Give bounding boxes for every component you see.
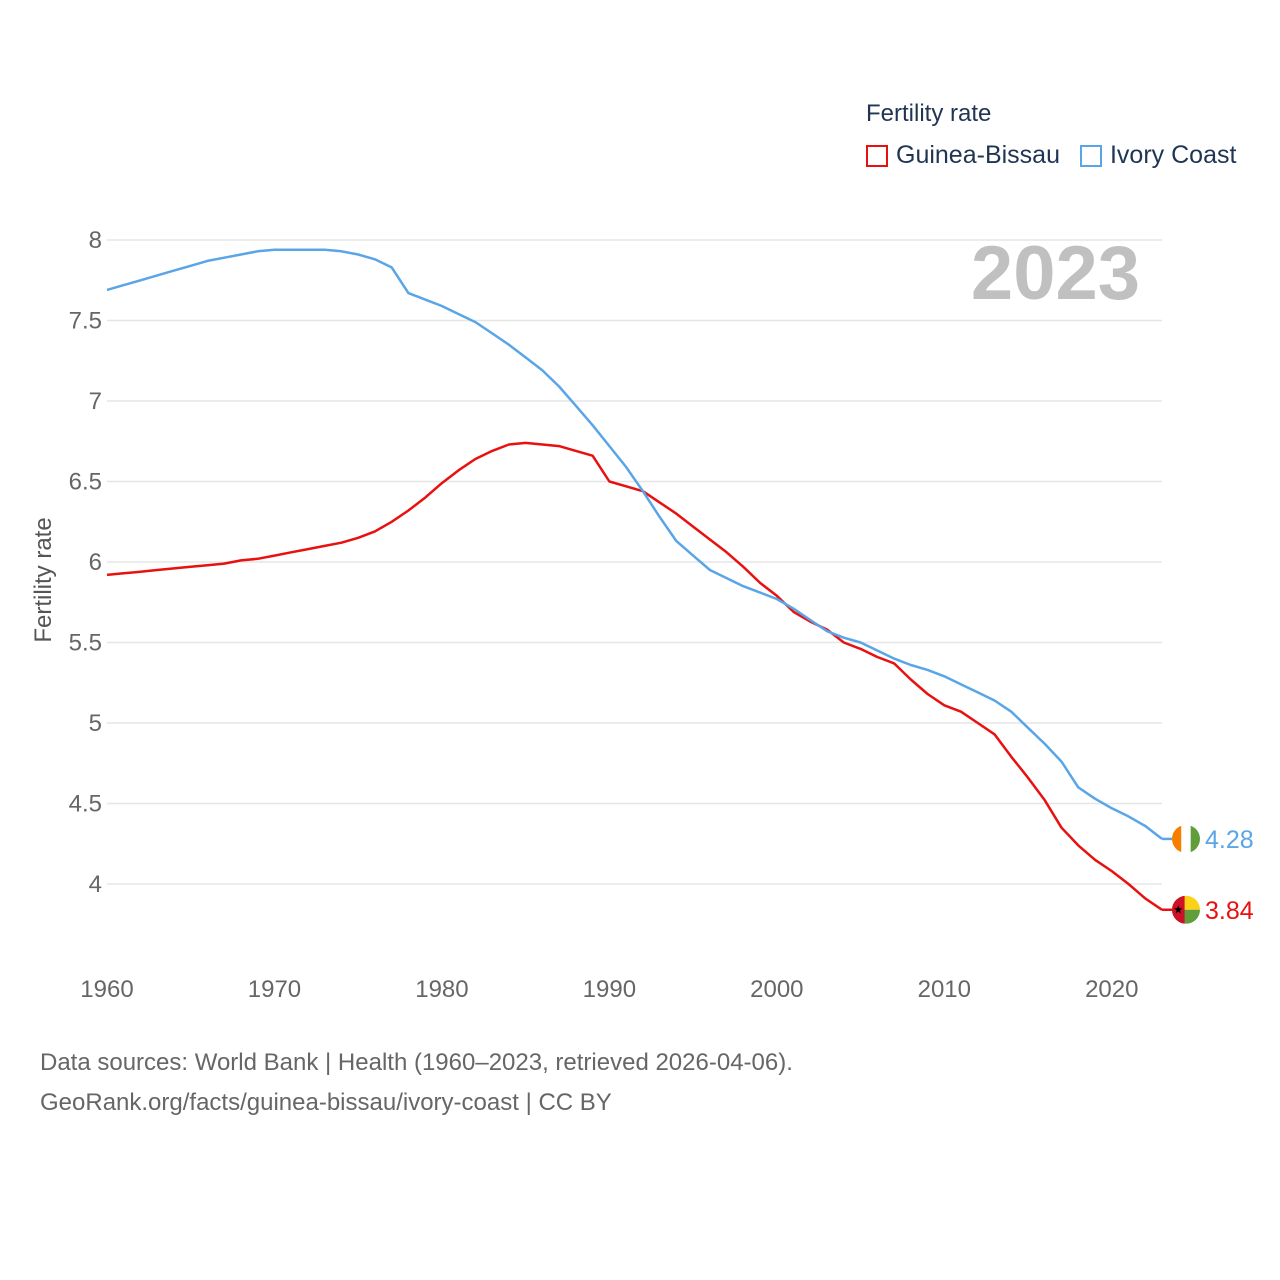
y-axis-title: Fertility rate (30, 517, 57, 642)
y-tick-label: 7.5 (69, 308, 102, 335)
legend: Guinea-Bissau Ivory Coast (866, 141, 1256, 170)
x-tick-label: 2010 (918, 976, 971, 1003)
x-tick-label: 2000 (750, 976, 803, 1003)
y-tick-label: 6 (89, 549, 102, 576)
series-lines (106, 248, 1163, 911)
y-tick-label: 5 (89, 710, 102, 737)
data-sources: Data sources: World Bank | Health (1960–… (40, 1043, 793, 1123)
x-tick-label: 1960 (80, 976, 133, 1003)
series-line-ivory-coast[interactable] (106, 248, 1163, 840)
legend-label-ivory-coast: Ivory Coast (1109, 141, 1237, 169)
x-tick-label: 1990 (583, 976, 636, 1003)
series-end-markers: 3.84 4.28 (1162, 824, 1254, 925)
x-tick-label: 2020 (1085, 976, 1138, 1003)
guinea-bissau-flag-icon (1172, 895, 1200, 924)
ivory-coast-flag-icon (1172, 824, 1200, 853)
sources-line-2[interactable]: GeoRank.org/facts/guinea-bissau/ivory-co… (40, 1089, 612, 1116)
x-axis-tick-labels: 1960 1970 1980 1990 2000 2010 2020 (80, 976, 1138, 1003)
legend-item-ivory-coast[interactable]: Ivory Coast (1079, 141, 1237, 170)
legend-title: Fertility rate (866, 100, 992, 127)
y-tick-label: 7 (89, 388, 102, 415)
legend-label-guinea-bissau: Guinea-Bissau (896, 141, 1060, 169)
end-value-label-guinea-bissau: 3.84 (1205, 897, 1254, 925)
sources-line-1: Data sources: World Bank | Health (1960–… (40, 1049, 793, 1076)
year-label: 2023 (971, 231, 1140, 316)
y-tick-label: 5.5 (69, 630, 102, 657)
gridlines (107, 239, 1162, 885)
y-tick-label: 6.5 (69, 469, 102, 496)
y-tick-label: 4.5 (69, 791, 102, 818)
series-line-guinea-bissau[interactable] (106, 441, 1163, 911)
y-tick-label: 8 (89, 227, 102, 254)
legend-item-guinea-bissau[interactable]: Guinea-Bissau (866, 141, 1060, 170)
x-tick-label: 1980 (415, 976, 468, 1003)
y-axis-tick-labels: 4 4.5 5 5.5 6 6.5 7 7.5 8 (69, 227, 102, 898)
x-tick-label: 1970 (248, 976, 301, 1003)
legend-swatch-ivory-coast (1079, 144, 1102, 167)
legend-swatch-guinea-bissau (866, 144, 888, 167)
end-value-label-ivory-coast: 4.28 (1205, 826, 1254, 854)
y-tick-label: 4 (89, 871, 102, 898)
